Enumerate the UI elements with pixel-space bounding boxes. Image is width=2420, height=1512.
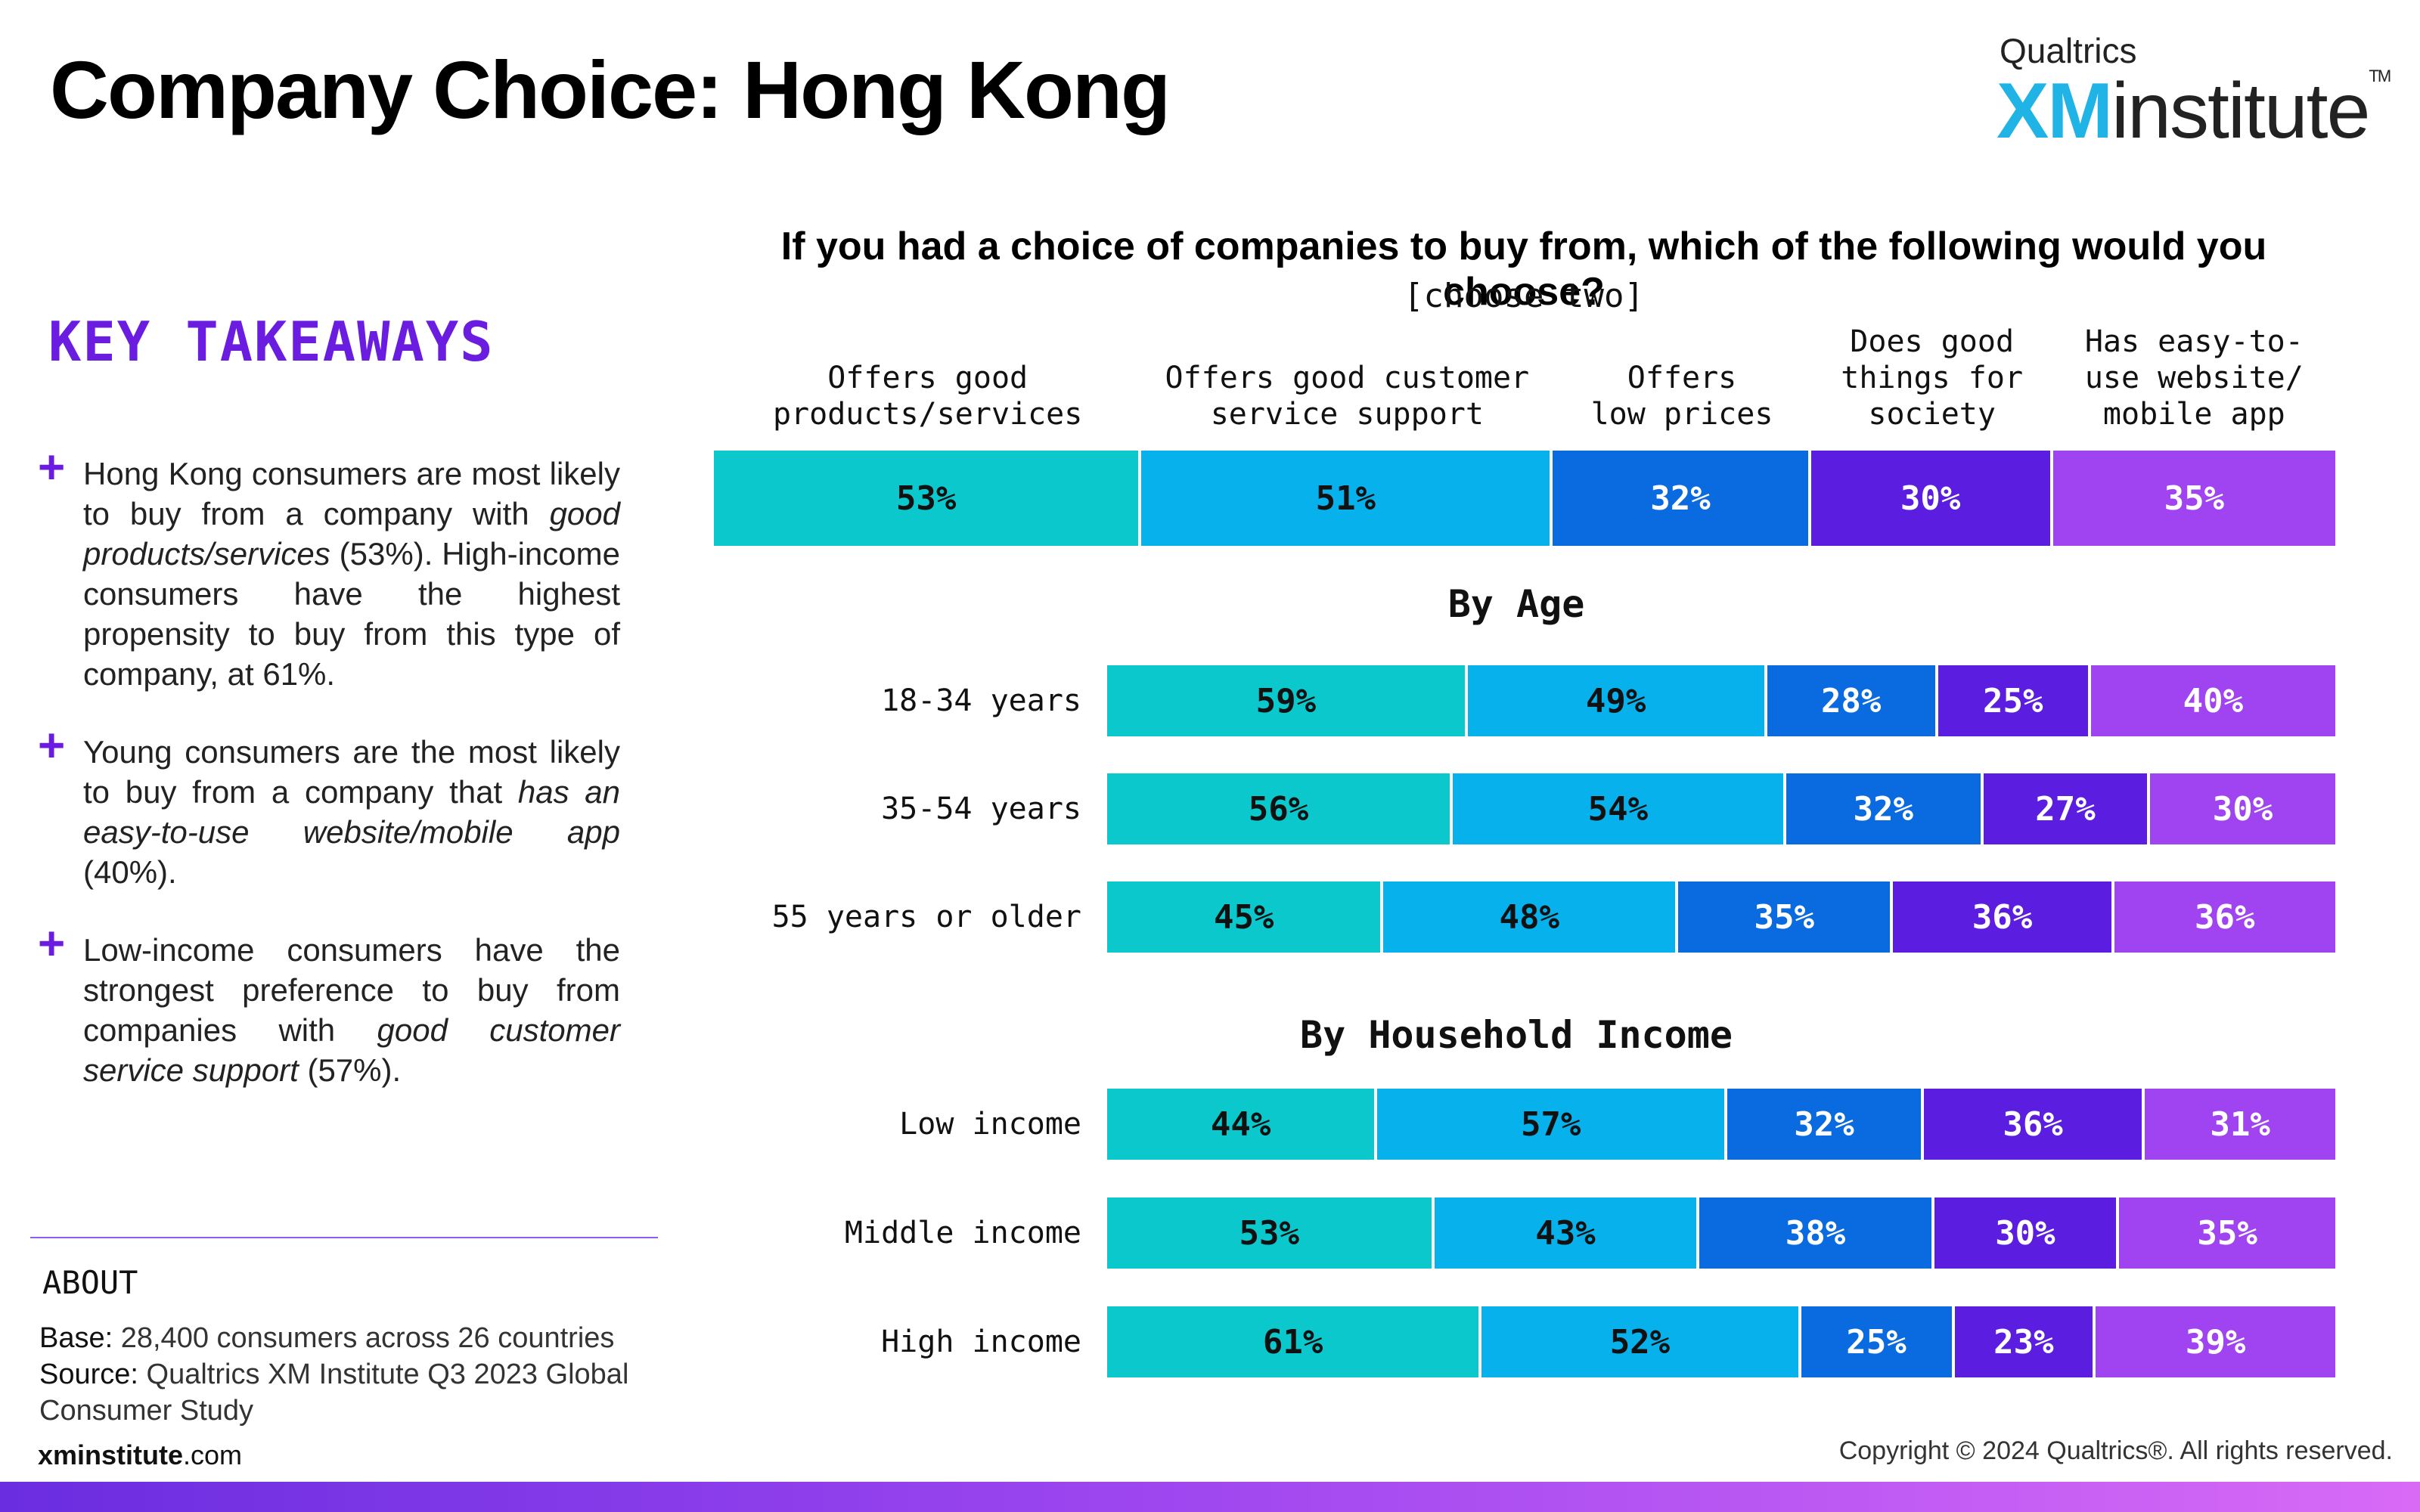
row-label: 35-54 years [881, 792, 1081, 826]
bar-segment-customer-service: 57% [1377, 1089, 1728, 1160]
plus-icon: + [38, 720, 66, 772]
bar-segment-easy-website: 35% [2052, 451, 2335, 546]
bar-segment-customer-service: 48% [1383, 881, 1679, 953]
bar-segment-easy-website: 40% [2090, 665, 2335, 736]
bar-segment-good-products: 45% [1107, 881, 1384, 953]
bar-segment-low-prices: 32% [1553, 451, 1811, 546]
key-takeaways-title: KEY TAKEAWAYS [48, 310, 495, 373]
column-header-easy-website: Has easy-to- use website/ mobile app [2084, 324, 2304, 432]
takeaway-emphasis: has an easy-to-use website/mobile app [83, 774, 621, 850]
overall-bar: 53% 51% 32% 30% 35% [714, 451, 2335, 546]
takeaway-text: Hong Kong consumers are most likely to b… [83, 456, 620, 531]
takeaway-text: (57%). [298, 1052, 402, 1088]
bar-segment-good-for-society: 30% [1810, 451, 2053, 546]
bar-segment-low-prices: 28% [1767, 665, 1938, 736]
bar-segment-good-for-society: 36% [1923, 1089, 2145, 1160]
row-label: 55 years or older [771, 900, 1081, 934]
bar-segment-low-prices: 32% [1786, 773, 1984, 844]
copyright: Copyright © 2024 Qualtrics®. All rights … [1838, 1436, 2393, 1465]
row-bar: 44% 57% 32% 36% 31% [1107, 1089, 2335, 1160]
row-label: 18-34 years [881, 683, 1081, 718]
plus-icon: + [38, 442, 66, 494]
column-header-low-prices: Offers low prices [1590, 361, 1773, 432]
logo-tm: TM [2369, 67, 2391, 85]
bar-segment-customer-service: 49% [1467, 665, 1767, 736]
bar-segment-low-prices: 25% [1801, 1306, 1955, 1377]
site-rest: .com [183, 1439, 243, 1470]
bar-segment-good-for-society: 23% [1954, 1306, 2096, 1377]
takeaways-list: + Hong Kong consumers are most likely to… [30, 445, 621, 1128]
bar-segment-easy-website: 39% [2096, 1306, 2335, 1377]
section-title: By Age [1447, 582, 1585, 626]
row-bar: 53% 43% 38% 30% 35% [1107, 1198, 2335, 1269]
bar-segment-good-for-society: 25% [1938, 665, 2091, 736]
bar-segment-customer-service: 43% [1434, 1198, 1700, 1269]
takeaway-text: Young consumers are the most likely to b… [83, 734, 620, 810]
bar-segment-good-for-society: 36% [1893, 881, 2114, 953]
logo-institute: institute [2111, 67, 2370, 155]
bar-segment-customer-service: 51% [1141, 451, 1553, 546]
base-text: 28,400 consumers across 26 countries [113, 1322, 615, 1354]
plus-icon: + [38, 918, 66, 970]
bottom-gradient-bar [0, 1482, 2420, 1512]
row-label: Low income [899, 1107, 1081, 1142]
takeaway-emphasis: good products/services [83, 496, 620, 572]
bar-segment-low-prices: 35% [1678, 881, 1894, 953]
chart-title: If you had a choice of companies to buy … [780, 225, 2267, 314]
bar-segment-good-products: 56% [1107, 773, 1453, 844]
bar-segment-good-for-society: 27% [1983, 773, 2151, 844]
row-bar: 45% 48% 35% 36% 36% [1107, 881, 2335, 953]
about-title: ABOUT [42, 1264, 138, 1301]
takeaway-text: (40%). [83, 854, 177, 890]
page-title: Company Choice: Hong Kong [50, 44, 1171, 135]
bar-segment-customer-service: 54% [1453, 773, 1786, 844]
bar-segment-low-prices: 32% [1727, 1089, 1924, 1160]
base-label: Base: [39, 1322, 113, 1354]
bar-segment-customer-service: 52% [1481, 1306, 1801, 1377]
bar-segment-good-products: 53% [714, 451, 1142, 546]
logo-wordmark: XMinstituteTM [1996, 67, 2391, 156]
about-divider [30, 1237, 658, 1238]
takeaway-item: + Hong Kong consumers are most likely to… [30, 445, 620, 694]
logo-qualtrics-text: Qualtrics [2000, 31, 2137, 70]
bar-segment-easy-website: 30% [2150, 773, 2335, 844]
takeaway-item: + Low-income consumers have the stronges… [30, 921, 620, 1090]
row-bar: 59% 49% 28% 25% 40% [1107, 665, 2335, 736]
row-label: High income [881, 1325, 1081, 1359]
takeaway-text: (53%). High-income consumers have the hi… [83, 536, 620, 692]
about-source: Source: Qualtrics XM Institute Q3 2023 G… [39, 1356, 659, 1429]
bar-segment-good-products: 61% [1107, 1306, 1482, 1377]
bar-segment-good-products: 53% [1107, 1198, 1435, 1269]
source-text: Qualtrics XM Institute Q3 2023 Global Co… [39, 1359, 629, 1427]
site-link[interactable]: xminstitute.com [38, 1439, 242, 1471]
bar-segment-easy-website: 35% [2119, 1198, 2335, 1269]
bar-segment-low-prices: 38% [1699, 1198, 1934, 1269]
chart-subtitle: [choose two] [1404, 277, 1644, 315]
row-bar: 56% 54% 32% 27% 30% [1107, 773, 2335, 844]
takeaway-text: Low-income consumers have the strongest … [83, 932, 620, 1048]
bar-segment-easy-website: 31% [2145, 1089, 2335, 1160]
source-label: Source: [39, 1359, 138, 1390]
about-base: Base: 28,400 consumers across 26 countri… [39, 1320, 659, 1356]
bar-segment-easy-website: 36% [2114, 881, 2335, 953]
bar-segment-good-products: 59% [1107, 665, 1468, 736]
site-bold: xminstitute [38, 1439, 184, 1470]
bar-segment-good-products: 44% [1107, 1089, 1378, 1160]
takeaway-item: + Young consumers are the most likely to… [30, 723, 621, 892]
column-header-good-products: Offers good products/services [772, 361, 1083, 432]
section-title: By Household Income [1300, 1013, 1733, 1057]
row-label: Middle income [844, 1216, 1081, 1250]
column-header-good-for-society: Does good things for society [1841, 324, 2024, 432]
row-bar: 61% 52% 25% 23% 39% [1107, 1306, 2335, 1377]
qualtrics-xm-institute-logo: Qualtrics XMinstituteTM [1954, 30, 2391, 155]
takeaway-emphasis: good customer service support [83, 1012, 620, 1088]
bar-segment-good-for-society: 30% [1934, 1198, 2120, 1269]
logo-xm: XM [1996, 67, 2113, 155]
column-header-customer-service: Offers good customer service support [1165, 361, 1530, 432]
